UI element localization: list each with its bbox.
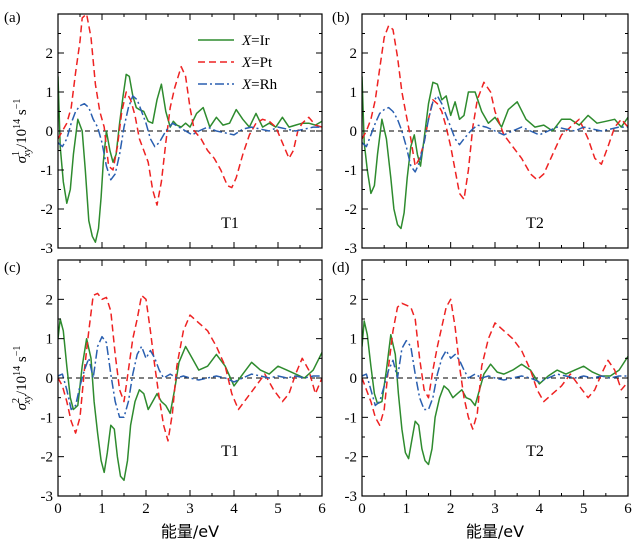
y-tick-label: -3 <box>345 489 358 505</box>
y-tick-label: 2 <box>350 46 358 62</box>
x-tick-label: 1 <box>403 501 411 517</box>
x-tick-label: 0 <box>358 501 366 517</box>
legend-value: =Rh <box>251 77 277 93</box>
x-tick-label: 5 <box>580 501 588 517</box>
x-tick-label: 2 <box>142 501 150 517</box>
ylabel-subscript: xy <box>22 395 33 405</box>
y-tick-label: 2 <box>46 46 54 62</box>
x-tick-label: 1 <box>98 501 106 517</box>
x-axis-label: 能量/eV <box>161 522 219 541</box>
series-line-pt <box>362 24 628 201</box>
y-tick-label: 2 <box>46 292 54 308</box>
y-tick-label: 0 <box>350 371 358 387</box>
y-tick-label: -1 <box>345 410 358 426</box>
series-line-rh <box>362 95 628 173</box>
panel-annotation: T1 <box>221 215 239 232</box>
ylabel-superscript: 1 <box>11 151 22 156</box>
series-group <box>58 292 322 482</box>
ylabel-superscript: 2 <box>11 398 22 403</box>
x-axis-label: 能量/eV <box>466 522 524 541</box>
series-line-ir <box>362 320 628 466</box>
y-tick-label: -3 <box>345 241 358 257</box>
y-tick-label: 2 <box>350 292 358 308</box>
x-tick-label: 4 <box>536 501 544 517</box>
x-tick-label: 0 <box>54 501 62 517</box>
ylabel-subscript: xy <box>22 148 33 158</box>
panel-label: (c) <box>4 260 21 276</box>
x-tick-label: 2 <box>447 501 455 517</box>
x-tick-label: 3 <box>186 501 194 517</box>
y-tick-label: -2 <box>41 450 54 466</box>
panel-label: (d) <box>332 260 350 276</box>
y-tick-label: -2 <box>41 202 54 218</box>
y-tick-label: -1 <box>345 163 358 179</box>
y-tick-label: -3 <box>41 489 54 505</box>
legend-variable: X <box>241 33 252 49</box>
series-line-ir <box>362 76 628 230</box>
legend-variable: X <box>241 77 252 93</box>
y-tick-label: -1 <box>41 163 54 179</box>
y-tick-label: 1 <box>350 332 358 348</box>
ylabel-symbol: σ <box>14 402 30 410</box>
y-tick-label: -3 <box>41 241 54 257</box>
x-tick-label: 6 <box>318 501 326 517</box>
series-line-rh <box>58 95 322 181</box>
y-tick-label: -1 <box>41 410 54 426</box>
legend-value: =Ir <box>251 33 269 49</box>
legend-entry-pt: X=Pt <box>241 55 273 71</box>
y-tick-label: 0 <box>46 124 54 140</box>
x-tick-label: 3 <box>491 501 499 517</box>
panel-annotation: T1 <box>221 443 239 460</box>
y-tick-label: -2 <box>345 450 358 466</box>
panel-annotation: T2 <box>526 443 544 460</box>
series-line-rh <box>58 335 322 419</box>
legend-entry-ir: X=Ir <box>241 33 270 49</box>
ylabel-unit-tail-exponent: −1 <box>12 99 23 110</box>
y-tick-label: 0 <box>46 371 54 387</box>
series-line-pt <box>58 14 322 206</box>
series-line-pt <box>362 298 628 430</box>
x-tick-label: 4 <box>230 501 238 517</box>
y-axis-label: σ1xy/1014 s−1 <box>11 99 33 164</box>
series-group <box>362 298 628 466</box>
ylabel-symbol: σ <box>14 155 30 163</box>
panel-label: (a) <box>4 10 21 26</box>
series-line-ir <box>58 318 322 482</box>
series-line-pt <box>58 292 322 442</box>
legend: X=IrX=PtX=Rh <box>198 33 278 93</box>
series-line-rh <box>362 339 628 411</box>
panel-d: -3 -2 -1 0 1 2 0 1 2 3 4 5 6 (d) T2 能量/eV <box>332 259 632 541</box>
series-group <box>58 14 322 243</box>
series-group <box>362 24 628 230</box>
series-line-ir <box>58 73 322 243</box>
ylabel-unit-exponent: 14 <box>12 366 23 376</box>
y-tick-label: 1 <box>350 85 358 101</box>
ylabel-unit-tail: s <box>14 356 30 366</box>
y-tick-label: 0 <box>350 124 358 140</box>
ylabel-unit-tail-exponent: −1 <box>12 346 23 357</box>
y-tick-label: 1 <box>46 85 54 101</box>
legend-entry-rh: X=Rh <box>241 77 278 93</box>
panel-b: -3 -2 -1 0 1 2 (b) T2 <box>332 10 629 257</box>
x-tick-label: 5 <box>274 501 282 517</box>
ylabel-unit: /10 <box>14 376 30 395</box>
ylabel-unit-tail: s <box>14 109 30 119</box>
panel-annotation: T2 <box>526 215 544 232</box>
x-tick-label: 6 <box>624 501 632 517</box>
y-tick-label: 1 <box>46 332 54 348</box>
panel-label: (b) <box>332 10 350 26</box>
legend-variable: X <box>241 55 252 71</box>
y-tick-label: -2 <box>345 202 358 218</box>
y-axis-label: σ2xy/1014 s−1 <box>11 346 33 411</box>
ylabel-unit: /10 <box>14 129 30 148</box>
legend-value: =Pt <box>251 55 273 71</box>
ylabel-unit-exponent: 14 <box>12 119 23 129</box>
